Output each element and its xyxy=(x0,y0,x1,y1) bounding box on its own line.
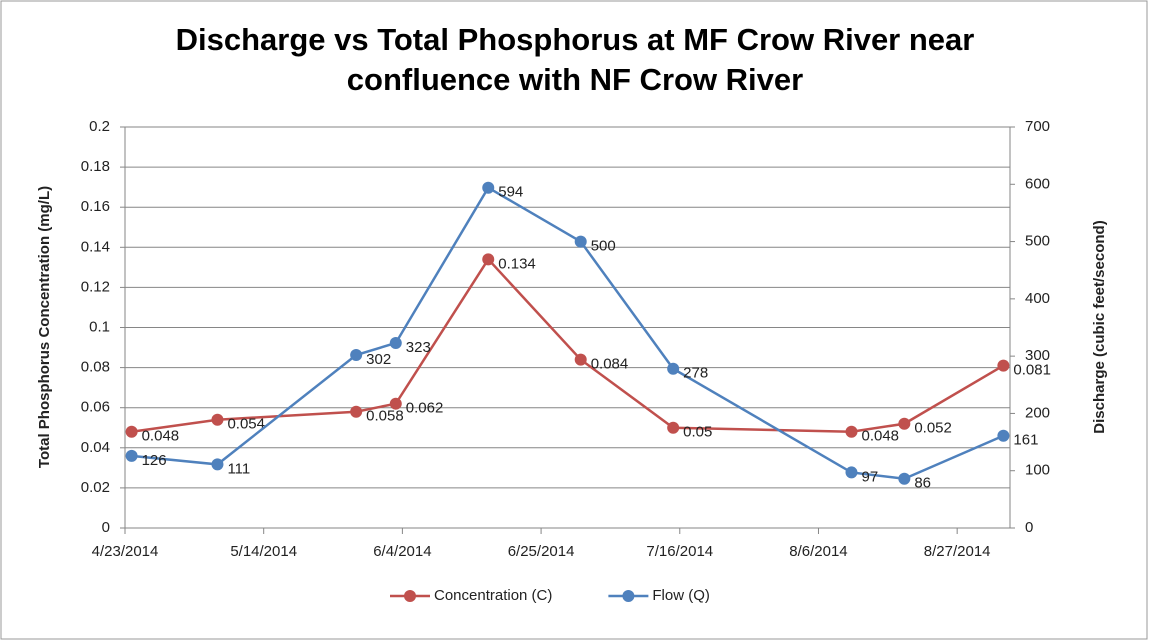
chart-title: Discharge vs Total Phosphorus at MF Crow… xyxy=(175,22,975,97)
data-label: 0.052 xyxy=(914,420,952,437)
data-point xyxy=(482,253,495,266)
data-label: 500 xyxy=(591,238,616,255)
data-label: 0.084 xyxy=(591,356,629,373)
data-point xyxy=(845,425,858,438)
data-point xyxy=(997,429,1010,442)
data-point xyxy=(125,449,138,462)
data-label: 0.05 xyxy=(683,424,712,441)
data-point xyxy=(898,472,911,485)
y2-tick-label: 300 xyxy=(1025,347,1050,364)
data-label: 161 xyxy=(1013,432,1038,449)
x-tick-label: 8/27/2014 xyxy=(924,543,991,560)
y-tick-label: 0.08 xyxy=(81,359,110,376)
data-point xyxy=(997,359,1010,372)
y-tick-label: 0.02 xyxy=(81,479,110,496)
y2-axis-label: Discharge (cubic feet/second) xyxy=(1091,220,1108,433)
y2-tick-label: 400 xyxy=(1025,290,1050,307)
x-tick-label: 7/16/2014 xyxy=(646,543,713,560)
data-label: 0.054 xyxy=(227,416,265,433)
y2-tick-label: 700 xyxy=(1025,118,1050,135)
y-axis-label: Total Phosphorus Concentration (mg/L) xyxy=(36,186,53,468)
data-label: 0.048 xyxy=(142,428,180,445)
y2-tick-label: 0 xyxy=(1025,519,1033,536)
y-tick-label: 0.04 xyxy=(81,439,110,456)
y2-tick-label: 600 xyxy=(1025,175,1050,192)
y-tick-label: 0 xyxy=(102,519,110,536)
data-point xyxy=(350,348,363,361)
data-point xyxy=(845,466,858,479)
y-tick-label: 0.12 xyxy=(81,278,110,295)
y-tick-label: 0.2 xyxy=(89,118,110,135)
data-label: 278 xyxy=(683,365,708,382)
series-line xyxy=(131,257,1005,434)
x-tick-label: 8/6/2014 xyxy=(789,543,847,560)
legend-label: Flow (Q) xyxy=(652,587,710,604)
data-point xyxy=(350,405,363,418)
x-tick-label: 6/25/2014 xyxy=(508,543,575,560)
data-label: 323 xyxy=(406,339,431,356)
data-label: 594 xyxy=(498,184,523,201)
data-point xyxy=(482,181,495,194)
legend-marker xyxy=(622,590,635,602)
data-label: 0.048 xyxy=(861,428,899,445)
y-tick-label: 0.18 xyxy=(81,158,110,175)
data-label: 126 xyxy=(142,452,167,469)
data-point xyxy=(211,458,224,471)
y2-tick-label: 200 xyxy=(1025,404,1050,421)
x-tick-label: 4/23/2014 xyxy=(92,543,159,560)
data-point xyxy=(125,425,138,438)
data-label: 111 xyxy=(227,460,250,477)
legend-marker xyxy=(404,590,416,602)
x-tick-label: 6/4/2014 xyxy=(373,543,431,560)
data-point xyxy=(574,353,587,366)
data-point xyxy=(667,362,680,375)
y-tick-label: 0.06 xyxy=(81,399,110,416)
series-line xyxy=(131,186,1004,481)
legend-label: Concentration (C) xyxy=(434,587,552,604)
data-label: 0.081 xyxy=(1013,362,1051,379)
data-point xyxy=(667,421,680,434)
data-point xyxy=(389,336,402,349)
data-label: 302 xyxy=(366,351,391,368)
data-label: 0.058 xyxy=(366,408,404,425)
y2-tick-label: 100 xyxy=(1025,462,1050,479)
y-tick-label: 0.1 xyxy=(89,318,110,335)
y-tick-label: 0.14 xyxy=(81,238,110,255)
y2-tick-label: 500 xyxy=(1025,233,1050,250)
data-point xyxy=(898,417,911,430)
data-label: 0.062 xyxy=(406,400,444,417)
y-tick-label: 0.16 xyxy=(81,198,110,215)
data-point xyxy=(574,235,587,248)
data-label: 0.134 xyxy=(498,255,536,272)
x-tick-label: 5/14/2014 xyxy=(230,543,297,560)
data-point xyxy=(211,413,224,426)
data-point xyxy=(389,397,402,410)
data-label: 97 xyxy=(861,468,878,485)
data-label: 86 xyxy=(914,475,931,492)
